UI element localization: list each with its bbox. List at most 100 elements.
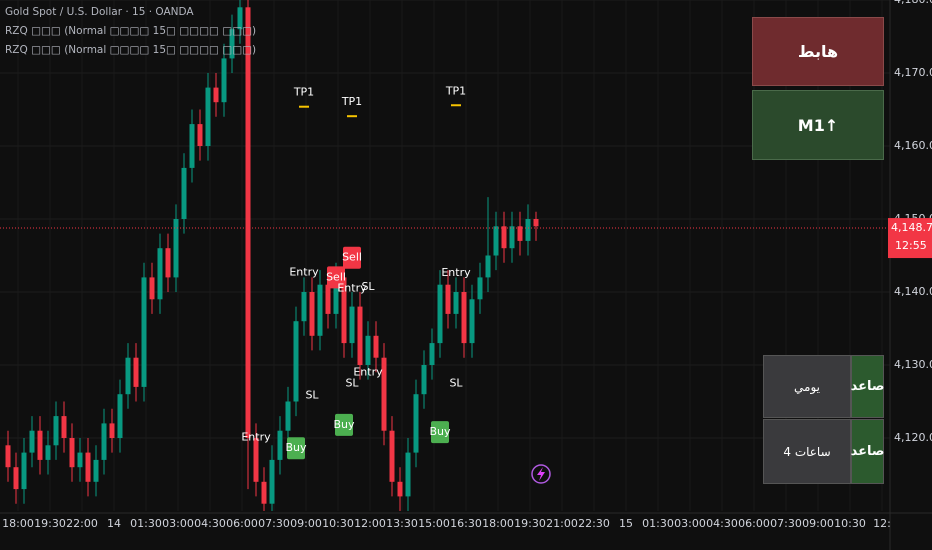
signal-label: TP1 [445, 84, 466, 97]
last-price-box [888, 218, 932, 259]
timeframe-cell: يومي [763, 355, 851, 418]
x-tick-label: 15 [619, 517, 633, 530]
x-tick-label: 18:00 [2, 517, 34, 530]
signal-label: Buy [285, 441, 307, 454]
signal-box [287, 437, 305, 460]
x-tick-label: 09:00 [290, 517, 322, 530]
signal-label: Sell [326, 270, 346, 283]
candle-body [245, 7, 251, 439]
x-tick-label: 04:30 [194, 517, 226, 530]
candle-body [229, 29, 235, 59]
signal-label: Entry [441, 266, 471, 279]
candle-body [157, 248, 163, 300]
candle-body [301, 292, 307, 322]
x-tick-label: 18:00 [482, 517, 514, 530]
x-tick-label: 07:30 [770, 517, 802, 530]
candle-body [493, 226, 499, 256]
candle-body [205, 87, 211, 146]
candle-body [405, 452, 411, 497]
signal-label: Buy [333, 418, 355, 431]
signal-label: TP1 [341, 95, 362, 108]
x-tick-label: 21:00 [546, 517, 578, 530]
x-tick-label: 10:30 [322, 517, 354, 530]
candle-body [133, 357, 139, 387]
candle-body [341, 277, 347, 344]
x-tick-label: 01:30 [130, 517, 162, 530]
candle-body [85, 452, 91, 482]
signal-label: SL [345, 376, 359, 389]
candle-body [373, 335, 379, 358]
x-tick-label: 22:30 [578, 517, 610, 530]
candle-body [69, 438, 75, 468]
trend-signal: M1↑ [752, 90, 884, 160]
candle-body [29, 430, 35, 453]
candle-body [141, 277, 147, 387]
x-tick-label: 12:00 [354, 517, 386, 530]
candle-body [445, 284, 451, 314]
candle-body [525, 219, 531, 241]
x-tick-label: 19:30 [34, 517, 66, 530]
x-tick-label: 06:00 [738, 517, 770, 530]
candle-body [325, 284, 331, 314]
candle-body [365, 335, 371, 365]
x-tick-label: 16:30 [450, 517, 482, 530]
candle-body [317, 284, 323, 336]
signal-label: Buy [429, 425, 451, 438]
candle-body [437, 284, 443, 344]
candle-body [381, 357, 387, 431]
candle-body [173, 219, 179, 278]
candle-body [357, 306, 363, 365]
candle-body [253, 438, 259, 482]
candle-body [61, 416, 67, 438]
candle-body [21, 452, 27, 490]
x-tick-label: 15:00 [418, 517, 450, 530]
signal-label: SL [361, 280, 375, 293]
trend-cell: صاعد [851, 355, 884, 418]
y-tick-label: 4,180.000 [894, 0, 932, 6]
candle-body [309, 292, 315, 336]
candle-body [293, 321, 299, 402]
countdown: 12:55 [895, 239, 927, 252]
lightning-icon [531, 464, 551, 484]
y-tick-label: 4,120.000 [894, 431, 932, 444]
candle-body [5, 445, 11, 468]
x-tick-label: 19:30 [514, 517, 546, 530]
candle-body [149, 277, 155, 300]
candle-body [165, 248, 171, 278]
candle-body [333, 277, 339, 314]
signal-label: TP1 [293, 86, 314, 99]
x-tick-label: 14 [107, 517, 121, 530]
trend-cell: صاعد [851, 419, 884, 484]
x-tick-label: 01:30 [642, 517, 674, 530]
candle-body [261, 481, 267, 504]
y-tick-label: 4,130.000 [894, 358, 932, 371]
candle-body [509, 226, 515, 249]
x-tick-label: 03:00 [674, 517, 706, 530]
candle-body [37, 430, 43, 460]
candle-body [213, 87, 219, 103]
signal-label: Entry [241, 430, 271, 443]
indicator-label: RZQ □□□ (Normal □□□□ 15□ □□□□ □□□) [5, 44, 256, 56]
candle-body [421, 365, 427, 395]
y-tick-label: 4,170.000 [894, 66, 932, 79]
candle-body [533, 219, 539, 227]
signal-label: Sell [342, 251, 362, 264]
candle-body [277, 430, 283, 460]
candle-body [397, 481, 403, 497]
x-tick-label: 03:00 [162, 517, 194, 530]
candle-body [237, 7, 243, 30]
candle-body [77, 452, 83, 468]
x-tick-label: 13:30 [386, 517, 418, 530]
candle-body [469, 299, 475, 344]
candle-body [53, 416, 59, 446]
candle-body [13, 467, 19, 490]
x-tick-label: 04:30 [706, 517, 738, 530]
signal-label: Entry [353, 365, 383, 378]
signal-box [335, 413, 353, 436]
last-price-label: 4,148.760 [891, 221, 932, 234]
candle-body [429, 343, 435, 365]
candle-body [389, 430, 395, 482]
candle-body [181, 167, 187, 219]
